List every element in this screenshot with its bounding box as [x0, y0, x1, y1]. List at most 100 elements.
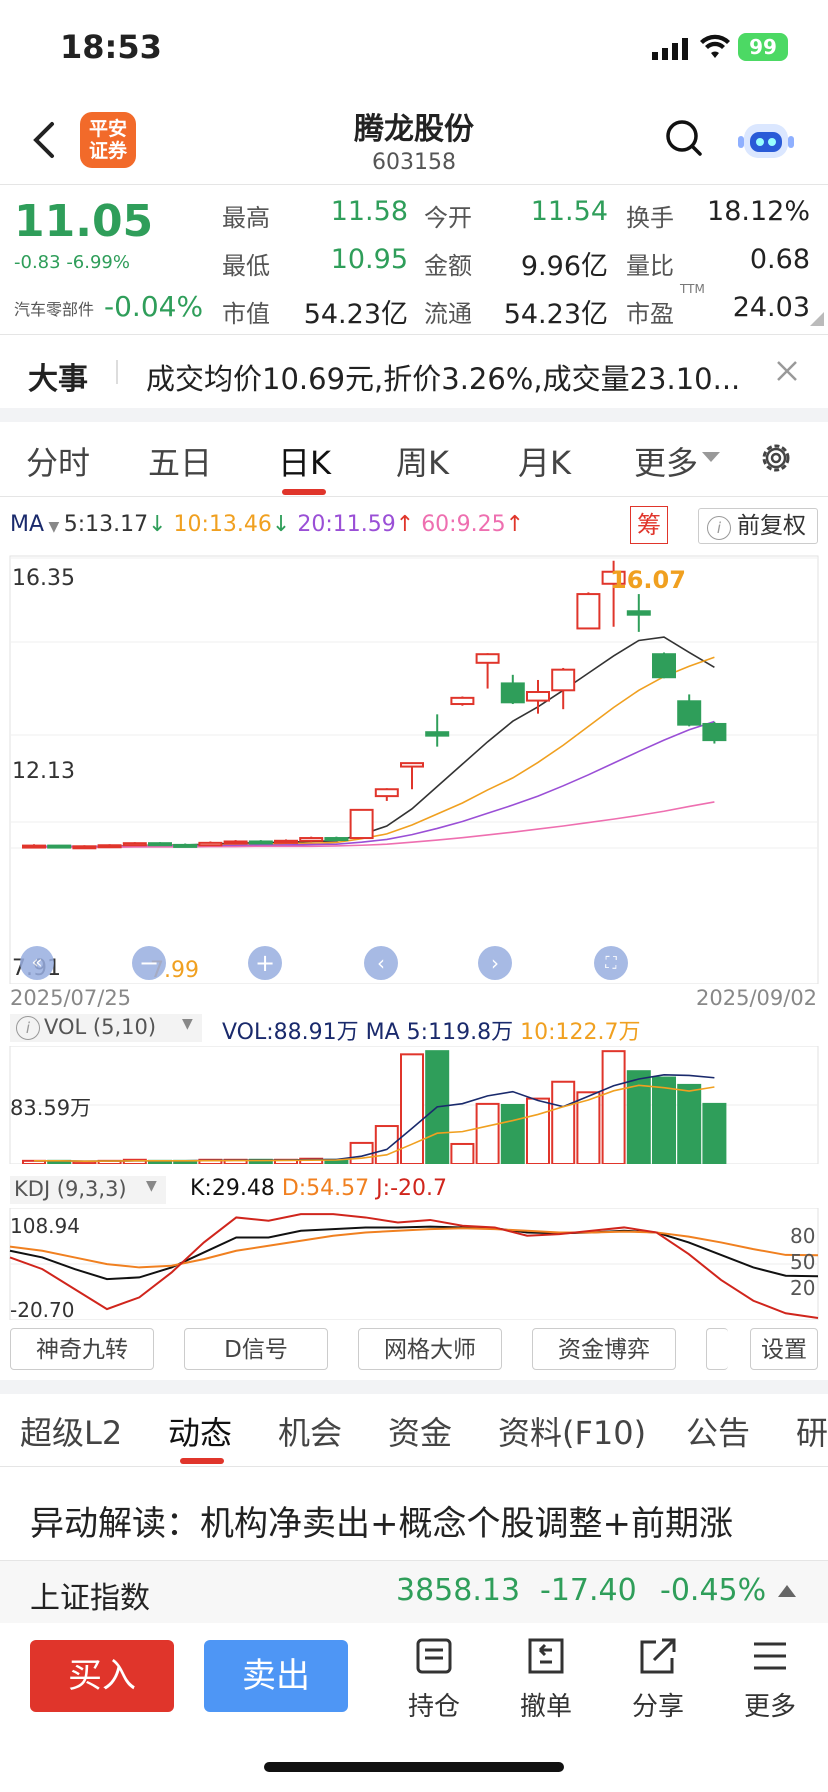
volume-bar	[551, 1080, 576, 1164]
kline-chart[interactable]	[0, 552, 828, 984]
volume-ratio-label: 量比	[626, 252, 674, 280]
scroll-left-icon[interactable]: «	[20, 946, 54, 980]
back-arrow-icon[interactable]	[24, 118, 64, 162]
tab-five-day[interactable]: 五日	[148, 444, 213, 482]
change-value: -0.83	[14, 252, 61, 273]
indicator-settings-button[interactable]: 设置	[750, 1328, 818, 1370]
candle-body	[97, 844, 122, 849]
y-axis-mid-label: 12.13	[12, 759, 75, 784]
candle-body	[72, 845, 97, 850]
tab-more[interactable]: 更多	[634, 444, 699, 482]
ma20-line	[34, 720, 715, 848]
candle-body	[652, 653, 676, 679]
settings-gear-icon[interactable]	[758, 440, 794, 476]
kdj-k-line	[9, 1225, 819, 1281]
tab-funds[interactable]: 资金	[388, 1414, 453, 1452]
share-button[interactable]: 分享	[608, 1636, 708, 1723]
more-button[interactable]: 更多	[720, 1636, 820, 1723]
adjust-mode-button[interactable]: i 前复权	[698, 508, 818, 544]
more-menu-icon	[754, 1642, 786, 1670]
tab-monthly-k[interactable]: 月K	[518, 444, 571, 482]
chevron-up-icon[interactable]	[778, 1585, 796, 1599]
step-back-icon[interactable]: ‹	[364, 946, 398, 980]
volume-bar	[601, 1050, 626, 1164]
magic-nine-button[interactable]: 神奇九转	[10, 1328, 154, 1370]
kline-grid	[10, 557, 818, 849]
kdj-bottom-label: -20.70	[10, 1298, 75, 1322]
expand-corner-icon[interactable]	[810, 312, 824, 326]
kdj-legend: K:29.48 D:54.57 J:-20.7	[190, 1176, 447, 1201]
buy-button[interactable]: 买入	[30, 1640, 174, 1712]
kline-candles	[22, 560, 727, 850]
fund-game-button[interactable]: 资金博弈	[532, 1328, 676, 1370]
chevron-down-icon: ▼	[146, 1178, 157, 1194]
index-percent: -0.45%	[660, 1573, 767, 1608]
kdj-chart[interactable]	[0, 1208, 828, 1320]
volume-indicator-selector[interactable]: i VOL (5,10) ▼	[10, 1014, 202, 1042]
news-bar[interactable]: 大事 成交均价10.69元,折价3.26%,成交量23.10...	[0, 336, 828, 410]
chevron-down-icon[interactable]	[702, 452, 720, 464]
tab-research[interactable]: 研	[796, 1414, 828, 1452]
volume-chart[interactable]	[0, 1046, 828, 1164]
broker-logo[interactable]: 平安 证券	[80, 112, 136, 168]
holdings-label: 持仓	[407, 1692, 460, 1722]
grid-master-button[interactable]: 网格大师	[358, 1328, 502, 1370]
tab-daily-k[interactable]: 日K	[278, 444, 331, 482]
battery-icon: 99	[738, 33, 788, 61]
info-icon: i	[707, 516, 731, 540]
d-signal-button[interactable]: D信号	[184, 1328, 328, 1370]
stock-code: 603158	[372, 150, 456, 175]
news-separator	[116, 360, 118, 384]
sell-button[interactable]: 卖出	[204, 1640, 348, 1712]
kdj-indicator-selector[interactable]: KDJ (9,3,3) ▼	[10, 1176, 166, 1204]
ai-assistant-robot-icon[interactable]	[738, 116, 794, 166]
kline-ma-lines	[34, 636, 715, 849]
tab-intraday[interactable]: 分时	[26, 444, 91, 482]
index-ticker-bar[interactable]: 上证指数 3858.13 -17.40 -0.45%	[0, 1560, 828, 1623]
tab-super-l2[interactable]: 超级L2	[20, 1414, 123, 1452]
candle-body	[450, 696, 475, 706]
volume-bar	[702, 1102, 727, 1164]
date-start-label: 2025/07/25	[10, 986, 132, 1010]
candle-body	[576, 593, 601, 630]
high-label: 最高	[222, 204, 270, 232]
close-icon[interactable]	[772, 356, 802, 386]
kdj-lines	[9, 1213, 819, 1319]
ma-legend[interactable]: MA ▼ 5:13.17↓ 10:13.46↓ 20:11.59↑ 60:9.2…	[10, 512, 524, 537]
fullscreen-icon[interactable]: ⛶	[594, 946, 628, 980]
volume-bar	[450, 1142, 475, 1164]
holdings-button[interactable]: 持仓	[384, 1636, 484, 1723]
volume-ma-lines	[34, 1073, 715, 1162]
tab-weekly-k[interactable]: 周K	[396, 444, 449, 482]
candle-body	[274, 839, 298, 844]
index-name: 上证指数	[30, 1581, 150, 1616]
kdj-level-20: 20	[790, 1276, 816, 1300]
zoom-out-icon[interactable]: −	[132, 946, 166, 980]
ma5-arrow: ↓	[148, 512, 174, 537]
holdings-icon	[416, 1638, 452, 1674]
ma60-arrow: ↑	[505, 512, 525, 537]
pe-label: 市盈	[626, 300, 674, 328]
sector-name[interactable]: 汽车零部件	[14, 300, 95, 319]
news-headline[interactable]: 异动解读：机构净卖出+概念个股调整+前期涨	[30, 1504, 733, 1544]
candle-body	[702, 722, 727, 742]
chip-distribution-button[interactable]: 筹	[630, 506, 668, 544]
low-value: 10.95	[330, 244, 408, 275]
tab-f10[interactable]: 资料(F10)	[498, 1414, 647, 1452]
candle-body	[324, 837, 349, 842]
step-forward-icon[interactable]: ›	[478, 946, 512, 980]
candle-body	[47, 844, 72, 849]
tab-opportunity[interactable]: 机会	[278, 1414, 343, 1452]
tab-announcements[interactable]: 公告	[686, 1414, 751, 1452]
volume-bar	[500, 1103, 525, 1164]
section-gap	[0, 1380, 828, 1394]
tab-dynamics[interactable]: 动态	[168, 1414, 233, 1452]
zoom-in-icon[interactable]: +	[248, 946, 282, 980]
ma5-value: 5:13.17	[63, 512, 149, 537]
candle-body	[475, 653, 500, 664]
cancel-order-button[interactable]: 撤单	[496, 1636, 596, 1723]
amount-value: 9.96亿	[520, 251, 608, 282]
info-tabs-divider	[0, 1466, 828, 1467]
partial-button[interactable]	[706, 1328, 728, 1370]
search-icon[interactable]	[664, 118, 704, 158]
